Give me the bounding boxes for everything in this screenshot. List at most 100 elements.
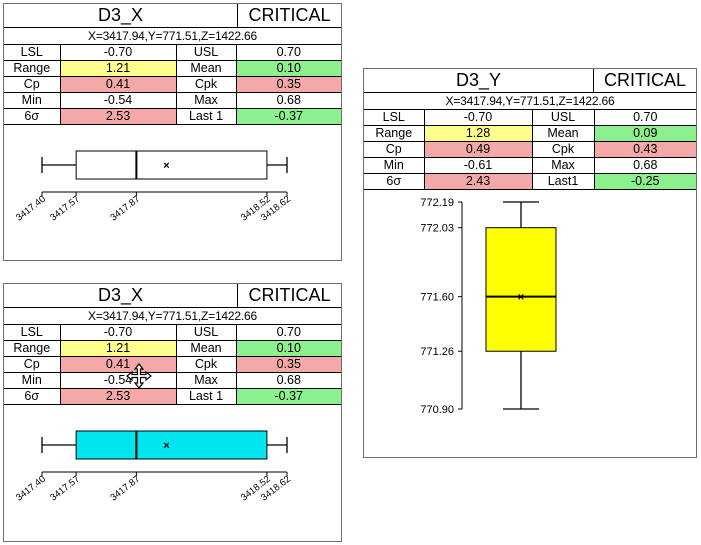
last-value: -0.25 (593, 173, 696, 190)
panel-title: D3_X (4, 284, 238, 307)
table-row: Range 1.28 Mean 0.09 (364, 125, 696, 142)
cpk-label: Cpk (531, 141, 595, 158)
panel-title: D3_X (4, 4, 238, 27)
range-value: 1.28 (423, 125, 533, 142)
mean-label: Mean (175, 60, 237, 77)
d3-y-panel[interactable]: D3_Y CRITICAL X=3417.94,Y=771.51,Z=1422.… (363, 68, 697, 458)
tick-label: 771.26 (420, 346, 454, 358)
last-label: Last1 (531, 173, 595, 190)
range-value: 1.21 (59, 340, 177, 357)
box (485, 227, 557, 352)
mean-marker: × (518, 292, 524, 304)
cp-label: Cp (4, 356, 61, 373)
usl-label: USL (175, 325, 237, 341)
tick-label: 772.03 (420, 223, 454, 235)
cpk-value: 0.35 (235, 356, 341, 373)
coordinates: X=3417.94,Y=771.51,Z=1422.66 (4, 28, 341, 45)
coordinates: X=3417.94,Y=771.51,Z=1422.66 (4, 308, 341, 325)
table-row: 6σ 2.53 Last 1 -0.37 (4, 108, 341, 125)
table-row: Range 1.21 Mean 0.10 (4, 340, 341, 357)
cpk-value: 0.35 (235, 76, 341, 93)
lsl-value: -0.70 (59, 45, 177, 61)
table-row: Cp 0.41 Cpk 0.35 (4, 76, 341, 93)
usl-value: 0.70 (593, 110, 696, 126)
cp-value: 0.49 (423, 141, 533, 158)
cp-value: 0.41 (59, 356, 177, 373)
cp-value: 0.41 (59, 76, 177, 93)
panel-header: D3_X CRITICAL (4, 4, 341, 28)
panel-header: D3_Y CRITICAL (364, 69, 696, 93)
range-label: Range (364, 125, 425, 142)
mean-marker: × (163, 160, 169, 172)
tick-label: 3417.40 (14, 474, 48, 504)
max-label: Max (175, 92, 237, 109)
max-value: 0.68 (593, 157, 696, 174)
min-value: -0.61 (423, 157, 533, 174)
table-row: Cp 0.49 Cpk 0.43 (364, 141, 696, 158)
cpk-value: 0.43 (593, 141, 696, 158)
mean-value: 0.10 (235, 60, 341, 77)
lsl-label: LSL (364, 110, 425, 126)
table-row: LSL -0.70 USL 0.70 (4, 45, 341, 61)
mean-label: Mean (175, 340, 237, 357)
box (75, 150, 268, 180)
max-label: Max (531, 157, 595, 174)
d3-x-panel-bottom[interactable]: D3_X CRITICAL X=3417.94,Y=771.51,Z=1422.… (3, 283, 342, 542)
status-label: CRITICAL (248, 285, 331, 305)
max-value: 0.68 (235, 92, 341, 109)
table-row: Min -0.54 Max 0.68 (4, 92, 341, 109)
min-label: Min (4, 372, 61, 389)
last-label: Last 1 (175, 108, 237, 125)
stats-table: LSL -0.70 USL 0.70 Range 1.21 Mean 0.10 … (4, 45, 341, 125)
tick-label: 771.60 (420, 292, 454, 304)
range-label: Range (4, 60, 61, 77)
d3-x-panel-top[interactable]: D3_X CRITICAL X=3417.94,Y=771.51,Z=1422.… (3, 3, 342, 261)
sigma-value: 2.53 (59, 388, 177, 405)
min-value: -0.54 (59, 92, 177, 109)
sigma-value: 2.43 (423, 173, 533, 190)
box (75, 430, 268, 460)
usl-label: USL (175, 45, 237, 61)
table-row: Range 1.21 Mean 0.10 (4, 60, 341, 77)
tick-label: 3417.87 (108, 194, 142, 224)
usl-value: 0.70 (235, 325, 341, 341)
last-value: -0.37 (235, 108, 341, 125)
sigma-label: 6σ (364, 173, 425, 190)
panel-header: D3_X CRITICAL (4, 284, 341, 308)
cpk-label: Cpk (175, 356, 237, 373)
cp-label: Cp (4, 76, 61, 93)
min-value: -0.54 (59, 372, 177, 389)
box-plot-y: 772.19 772.03 771.60 771.26 770.90 × (420, 197, 557, 416)
status-label: CRITICAL (603, 70, 686, 90)
table-row: LSL -0.70 USL 0.70 (4, 325, 341, 341)
min-label: Min (4, 92, 61, 109)
tick-label: 3417.87 (108, 474, 142, 504)
tick-label: 770.90 (420, 404, 454, 416)
tick-label: 3417.40 (14, 194, 48, 224)
mean-value: 0.09 (593, 125, 696, 142)
max-label: Max (175, 372, 237, 389)
table-row: Cp 0.41 Cpk 0.35 (4, 356, 341, 373)
move-cursor-icon (126, 363, 152, 389)
sigma-label: 6σ (4, 388, 61, 405)
last-value: -0.37 (235, 388, 341, 405)
tick-label: 3417.57 (48, 474, 82, 504)
stats-table: LSL -0.70 USL 0.70 Range 1.28 Mean 0.09 … (364, 110, 696, 190)
mean-label: Mean (531, 125, 595, 142)
cpk-label: Cpk (175, 76, 237, 93)
range-label: Range (4, 340, 61, 357)
min-label: Min (364, 157, 425, 174)
table-row: 6σ 2.43 Last1 -0.25 (364, 173, 696, 190)
cp-label: Cp (364, 141, 425, 158)
range-value: 1.21 (59, 60, 177, 77)
lsl-value: -0.70 (59, 325, 177, 341)
sigma-label: 6σ (4, 108, 61, 125)
mean-value: 0.10 (235, 340, 341, 357)
stats-table: LSL -0.70 USL 0.70 Range 1.21 Mean 0.10 … (4, 325, 341, 405)
panel-title: D3_Y (364, 69, 594, 92)
last-label: Last 1 (175, 388, 237, 405)
lsl-label: LSL (4, 325, 61, 341)
lsl-value: -0.70 (423, 110, 533, 126)
table-row: LSL -0.70 USL 0.70 (364, 110, 696, 126)
